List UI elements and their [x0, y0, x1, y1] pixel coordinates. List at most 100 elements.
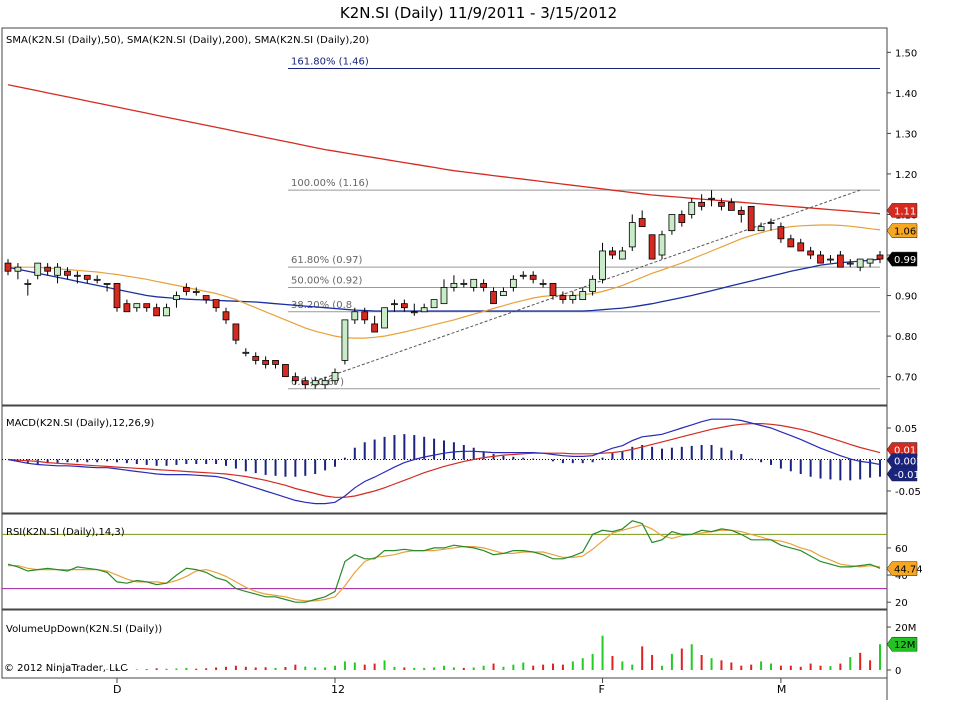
- candle-body: [212, 299, 220, 309]
- macd-signal-line: [7, 423, 881, 498]
- candle-body: [83, 274, 91, 280]
- macd-value-badge-shape: [886, 453, 918, 468]
- candle-body: [430, 299, 438, 309]
- candle-body: [876, 254, 884, 260]
- x-tick-label: 12: [331, 683, 345, 696]
- candle-body: [391, 303, 398, 306]
- candle-body: [787, 238, 795, 248]
- sma200-badge-shape: [886, 203, 918, 218]
- candle-body: [708, 197, 715, 200]
- candle-body: [767, 222, 775, 224]
- candle-body: [827, 258, 834, 261]
- candle-body: [272, 360, 279, 365]
- candle-body: [807, 250, 815, 256]
- candle-body: [470, 278, 478, 288]
- candle-body: [817, 254, 824, 264]
- candle-body: [440, 287, 448, 305]
- candle-body: [509, 278, 517, 288]
- volume-tick-label: 20M: [895, 623, 916, 634]
- sma20-line: [8, 224, 881, 339]
- candle-body: [192, 291, 200, 293]
- candle-body: [420, 307, 428, 313]
- candle-body: [103, 282, 111, 285]
- last-price-badge-text: 0.99: [894, 255, 916, 266]
- volume-badge: 12M: [886, 636, 918, 652]
- candle-body: [628, 222, 636, 248]
- candle-body: [500, 291, 507, 296]
- rsi-line: [7, 520, 881, 603]
- candle-body: [113, 282, 121, 309]
- candle-body: [638, 218, 646, 228]
- candle-body: [599, 250, 606, 280]
- candle-body: [698, 201, 706, 207]
- x-tick-label: D: [113, 683, 121, 696]
- candle-body: [718, 201, 725, 207]
- candle-body: [480, 282, 488, 288]
- candle-body: [34, 262, 42, 276]
- rsi-avg-line: [8, 524, 881, 602]
- candle-body: [301, 380, 309, 386]
- fib-label: 38.20% (0.8: [291, 300, 352, 311]
- fib-label: 100.00% (1.16): [291, 178, 369, 189]
- candle-body: [658, 234, 666, 256]
- candle-body: [737, 210, 745, 215]
- x-tick-label: M: [777, 683, 787, 696]
- macd-diff-badge-text: -0.0151: [894, 470, 933, 481]
- macd-line: [7, 418, 881, 505]
- candle-body: [252, 355, 260, 361]
- macd-tick-label: 0.05: [895, 424, 917, 435]
- candle-body: [202, 295, 210, 301]
- macd-panel-label: MACD(K2N.SI (Daily),12,26,9): [6, 418, 154, 429]
- rsi-tick-label: 40: [895, 571, 908, 582]
- candle-body: [291, 376, 299, 382]
- copyright-text: © 2012 NinjaTrader, LLC: [4, 663, 127, 674]
- candle-body: [678, 214, 686, 223]
- candle-body: [331, 372, 339, 382]
- sma50-line: [7, 258, 881, 312]
- candle-body: [321, 380, 329, 386]
- candle-body: [589, 278, 597, 292]
- candle-body: [777, 226, 785, 240]
- candle-body: [14, 266, 22, 272]
- sma200-badge: 1.11: [886, 203, 918, 218]
- candle-body: [232, 323, 240, 341]
- fib-label: 50.00% (0.92): [291, 275, 362, 286]
- candle-body: [381, 307, 388, 329]
- rsi-badge-shape: [886, 561, 918, 576]
- candle-body: [460, 282, 468, 285]
- candle-body: [400, 303, 408, 309]
- candle-body: [311, 380, 319, 386]
- candle-body: [163, 307, 170, 317]
- rsi-badge-text: 44.74: [894, 565, 923, 576]
- price-tick-label: 1.30: [895, 129, 917, 140]
- candle-body: [173, 295, 180, 301]
- macd-signal-badge-text: 0.0111: [894, 446, 929, 457]
- candle-body: [123, 303, 131, 313]
- candle-body: [24, 282, 32, 285]
- volume-badge-text: 12M: [894, 640, 915, 651]
- macd-diff-badge-shape: [886, 466, 918, 482]
- volume-panel-label: VolumeUpDown(K2N.SI (Daily)): [6, 624, 162, 635]
- candle-body: [846, 262, 854, 265]
- candle-body: [93, 278, 101, 281]
- candle-body: [618, 250, 626, 260]
- candle-body: [856, 258, 864, 268]
- candle-body: [559, 295, 567, 301]
- candle-body: [668, 214, 676, 232]
- last-price-badge: 0.99: [886, 251, 918, 267]
- candle-body: [371, 323, 379, 333]
- price-panel-label: SMA(K2N.SI (Daily),50), SMA(K2N.SI (Dail…: [6, 35, 369, 46]
- price-tick-label: 0.80: [895, 332, 917, 343]
- candle-body: [44, 266, 52, 272]
- rsi-panel-label: RSI(K2N.SI (Daily),14,3): [6, 527, 125, 538]
- sma20-badge-text: 1.06: [894, 227, 916, 238]
- candle-body: [153, 307, 161, 317]
- x-tick-label: F: [599, 683, 605, 696]
- candle-body: [143, 303, 151, 309]
- rsi-tick-label: 20: [895, 598, 908, 609]
- fib-label: 161.80% (1.46): [291, 57, 369, 68]
- fib-label: 0.0: [291, 377, 307, 388]
- candle-body: [341, 319, 349, 361]
